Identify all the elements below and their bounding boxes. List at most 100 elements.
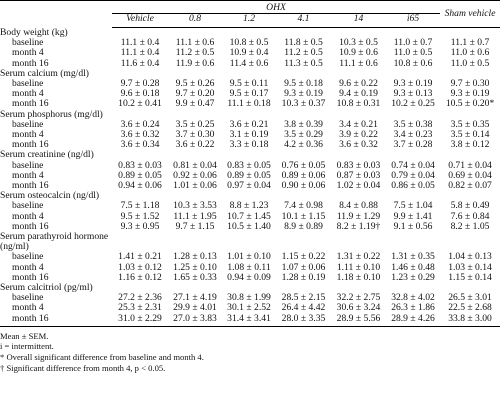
data-row: month 16 0.94 ± 0.06 1.01 ± 0.06 0.97 ± 0.0… xyxy=(0,179,500,191)
row-label: month 16 xyxy=(12,271,49,283)
data-row: month 4 3.6 ± 0.32 3.7 ± 0.30 3.1 ± 0.19 3.5… xyxy=(0,128,500,140)
cell: 9.5 ± 1.52 xyxy=(120,210,160,222)
cell: 11.1 ± 0.4 xyxy=(120,37,160,49)
cell: 27.0 ± 3.83 xyxy=(168,313,222,327)
cell: 3.6 ± 0.24 xyxy=(120,118,160,130)
cell: 0.89 ± 0.05 xyxy=(118,169,162,181)
cell: 9.3 ± 0.19 xyxy=(450,88,490,100)
data-row: month 4 9.5 ± 1.52 11.1 ± 1.95 10.7 ± 1.45 1… xyxy=(0,210,500,222)
column-header: 0.8 xyxy=(168,14,222,29)
row-label: month 16 xyxy=(12,179,49,191)
section-row: Serum phosphorus (mg/dl) xyxy=(0,109,500,120)
cell: 10.5 ± 0.20* xyxy=(445,98,495,110)
cell: 1.31 ± 0.35 xyxy=(391,251,435,263)
cell: 7.6 ± 0.84 xyxy=(450,210,490,222)
cell: 3.1 ± 0.19 xyxy=(229,128,269,140)
row-label: month 4 xyxy=(12,88,44,100)
cell: 1.01 ± 0.06 xyxy=(173,179,217,191)
cell: 3.6 ± 0.32 xyxy=(120,128,160,140)
cell: 10.2 ± 0.41 xyxy=(118,98,162,110)
data-row: month 16 10.2 ± 0.41 9.9 ± 0.47 11.1 ± 0.18… xyxy=(0,99,500,109)
cell: 0.74 ± 0.04 xyxy=(391,159,435,171)
cell: 7.5 ± 1.04 xyxy=(393,200,433,212)
row-label: month 16 xyxy=(12,220,49,232)
cell: 1.18 ± 0.10 xyxy=(336,271,381,283)
section-row: Body weight (kg) xyxy=(0,26,500,38)
cell: 0.87 ± 0.03 xyxy=(336,169,381,181)
cell: 0.86 ± 0.05 xyxy=(391,179,435,191)
cell: 3.6 ± 0.32 xyxy=(339,139,378,151)
section-title: Serum calcitriol (pg/ml) xyxy=(0,281,93,293)
cell: 28.9 ± 5.56 xyxy=(331,313,386,327)
footnotes: Mean ± SEM. i = intermittent. * Overall si… xyxy=(0,331,500,373)
cell: 11.3 ± 0.5 xyxy=(284,57,323,69)
cell: 9.5 ± 0.26 xyxy=(175,77,215,89)
cell: 1.46 ± 0.48 xyxy=(391,261,435,273)
cell: 11.1 ± 0.18 xyxy=(227,98,271,110)
cell: 8.2 ± 1.19† xyxy=(336,220,381,232)
column-header: 1.2 xyxy=(222,14,276,29)
data-row: baseline 0.83 ± 0.03 0.81 ± 0.04 0.83 ± 0.0… xyxy=(0,159,500,171)
row-label: month 16 xyxy=(12,57,49,69)
cell: 3.7 ± 0.30 xyxy=(175,128,215,140)
cell: 1.31 ± 0.22 xyxy=(336,251,381,263)
cell: 7.4 ± 0.98 xyxy=(284,200,323,212)
cell: 32.8 ± 4.02 xyxy=(391,292,435,304)
cell: 11.1 ± 1.95 xyxy=(173,210,217,222)
row-label: month 4 xyxy=(12,302,44,314)
row-label: baseline xyxy=(12,251,44,263)
row-label: baseline xyxy=(12,200,44,212)
column-header: 14 xyxy=(331,14,386,29)
cell: 10.1 ± 1.15 xyxy=(281,210,326,222)
data-row: month 16 9.3 ± 0.95 9.7 ± 1.15 10.5 ± 1.40 8… xyxy=(0,220,500,232)
cell: 9.7 ± 0.20 xyxy=(175,88,215,100)
cell: 9.7 ± 0.30 xyxy=(450,77,490,89)
cell: 3.5 ± 0.25 xyxy=(175,118,215,130)
empty-cell xyxy=(112,232,168,252)
cell: 0.79 ± 0.04 xyxy=(391,169,435,181)
footnote: Mean ± SEM. xyxy=(0,330,49,341)
cell: 11.6 ± 0.4 xyxy=(120,57,160,69)
cell: 0.71 ± 0.04 xyxy=(448,159,492,171)
data-row: baseline 9.7 ± 0.28 9.5 ± 0.26 9.5 ± 0.11 9.… xyxy=(0,77,500,89)
cell: 10.8 ± 0.6 xyxy=(393,57,433,69)
section-title: Serum osteocalcin (ng/dl) xyxy=(0,190,100,202)
cell: 30.6 ± 3.24 xyxy=(336,302,381,314)
cell: 10.9 ± 0.4 xyxy=(229,47,269,59)
cell: 33.8 ± 3.00 xyxy=(440,313,500,327)
cell: 26.5 ± 3.01 xyxy=(448,292,492,304)
cell: 10.3 ± 3.53 xyxy=(173,200,217,212)
cell: 11.9 ± 0.6 xyxy=(175,57,215,69)
cell: 9.9 ± 0.47 xyxy=(175,98,215,110)
cell: 8.2 ± 1.05 xyxy=(450,220,490,232)
cell: 10.3 ± 0.5 xyxy=(339,37,378,49)
empty-cell xyxy=(276,232,331,252)
row-label: month 4 xyxy=(12,169,44,181)
section-row: Serum parathyroid hormone (ng/ml) xyxy=(0,231,500,252)
cell: 28.0 ± 3.35 xyxy=(276,313,331,327)
cell: 3.3 ± 0.18 xyxy=(229,139,269,151)
data-row: month 4 25.3 ± 2.31 29.9 ± 4.01 30.1 ± 2.52… xyxy=(0,303,500,313)
section-title: Serum calcium (mg/dl) xyxy=(0,67,89,79)
cell: 8.8 ± 1.23 xyxy=(229,200,269,212)
cell: 1.28 ± 0.19 xyxy=(281,271,326,283)
cell: 4.2 ± 0.36 xyxy=(284,139,323,151)
row-label: month 4 xyxy=(12,261,44,273)
cell: 3.5 ± 0.14 xyxy=(450,128,490,140)
row-label: month 16 xyxy=(0,313,112,327)
cell: 8.4 ± 0.88 xyxy=(339,200,378,212)
column-header: i65 xyxy=(386,14,441,29)
cell: 27.1 ± 4.19 xyxy=(173,292,217,304)
cell: 11.0 ± 0.6 xyxy=(450,47,490,59)
cell: 32.2 ± 2.75 xyxy=(336,292,381,304)
data-row: baseline 11.1 ± 0.4 11.1 ± 0.6 10.8 ± 0.5 11… xyxy=(0,37,500,49)
cell: 11.4 ± 0.6 xyxy=(229,57,269,69)
cell: 3.4 ± 0.23 xyxy=(393,128,433,140)
cell: 0.69 ± 0.04 xyxy=(448,169,492,181)
row-label: baseline xyxy=(12,159,44,171)
cell: 10.3 ± 0.37 xyxy=(281,98,326,110)
cell: 10.8 ± 0.5 xyxy=(229,37,269,49)
section-title: Body weight (kg) xyxy=(0,26,68,38)
cell: 0.82 ± 0.07 xyxy=(448,179,492,191)
